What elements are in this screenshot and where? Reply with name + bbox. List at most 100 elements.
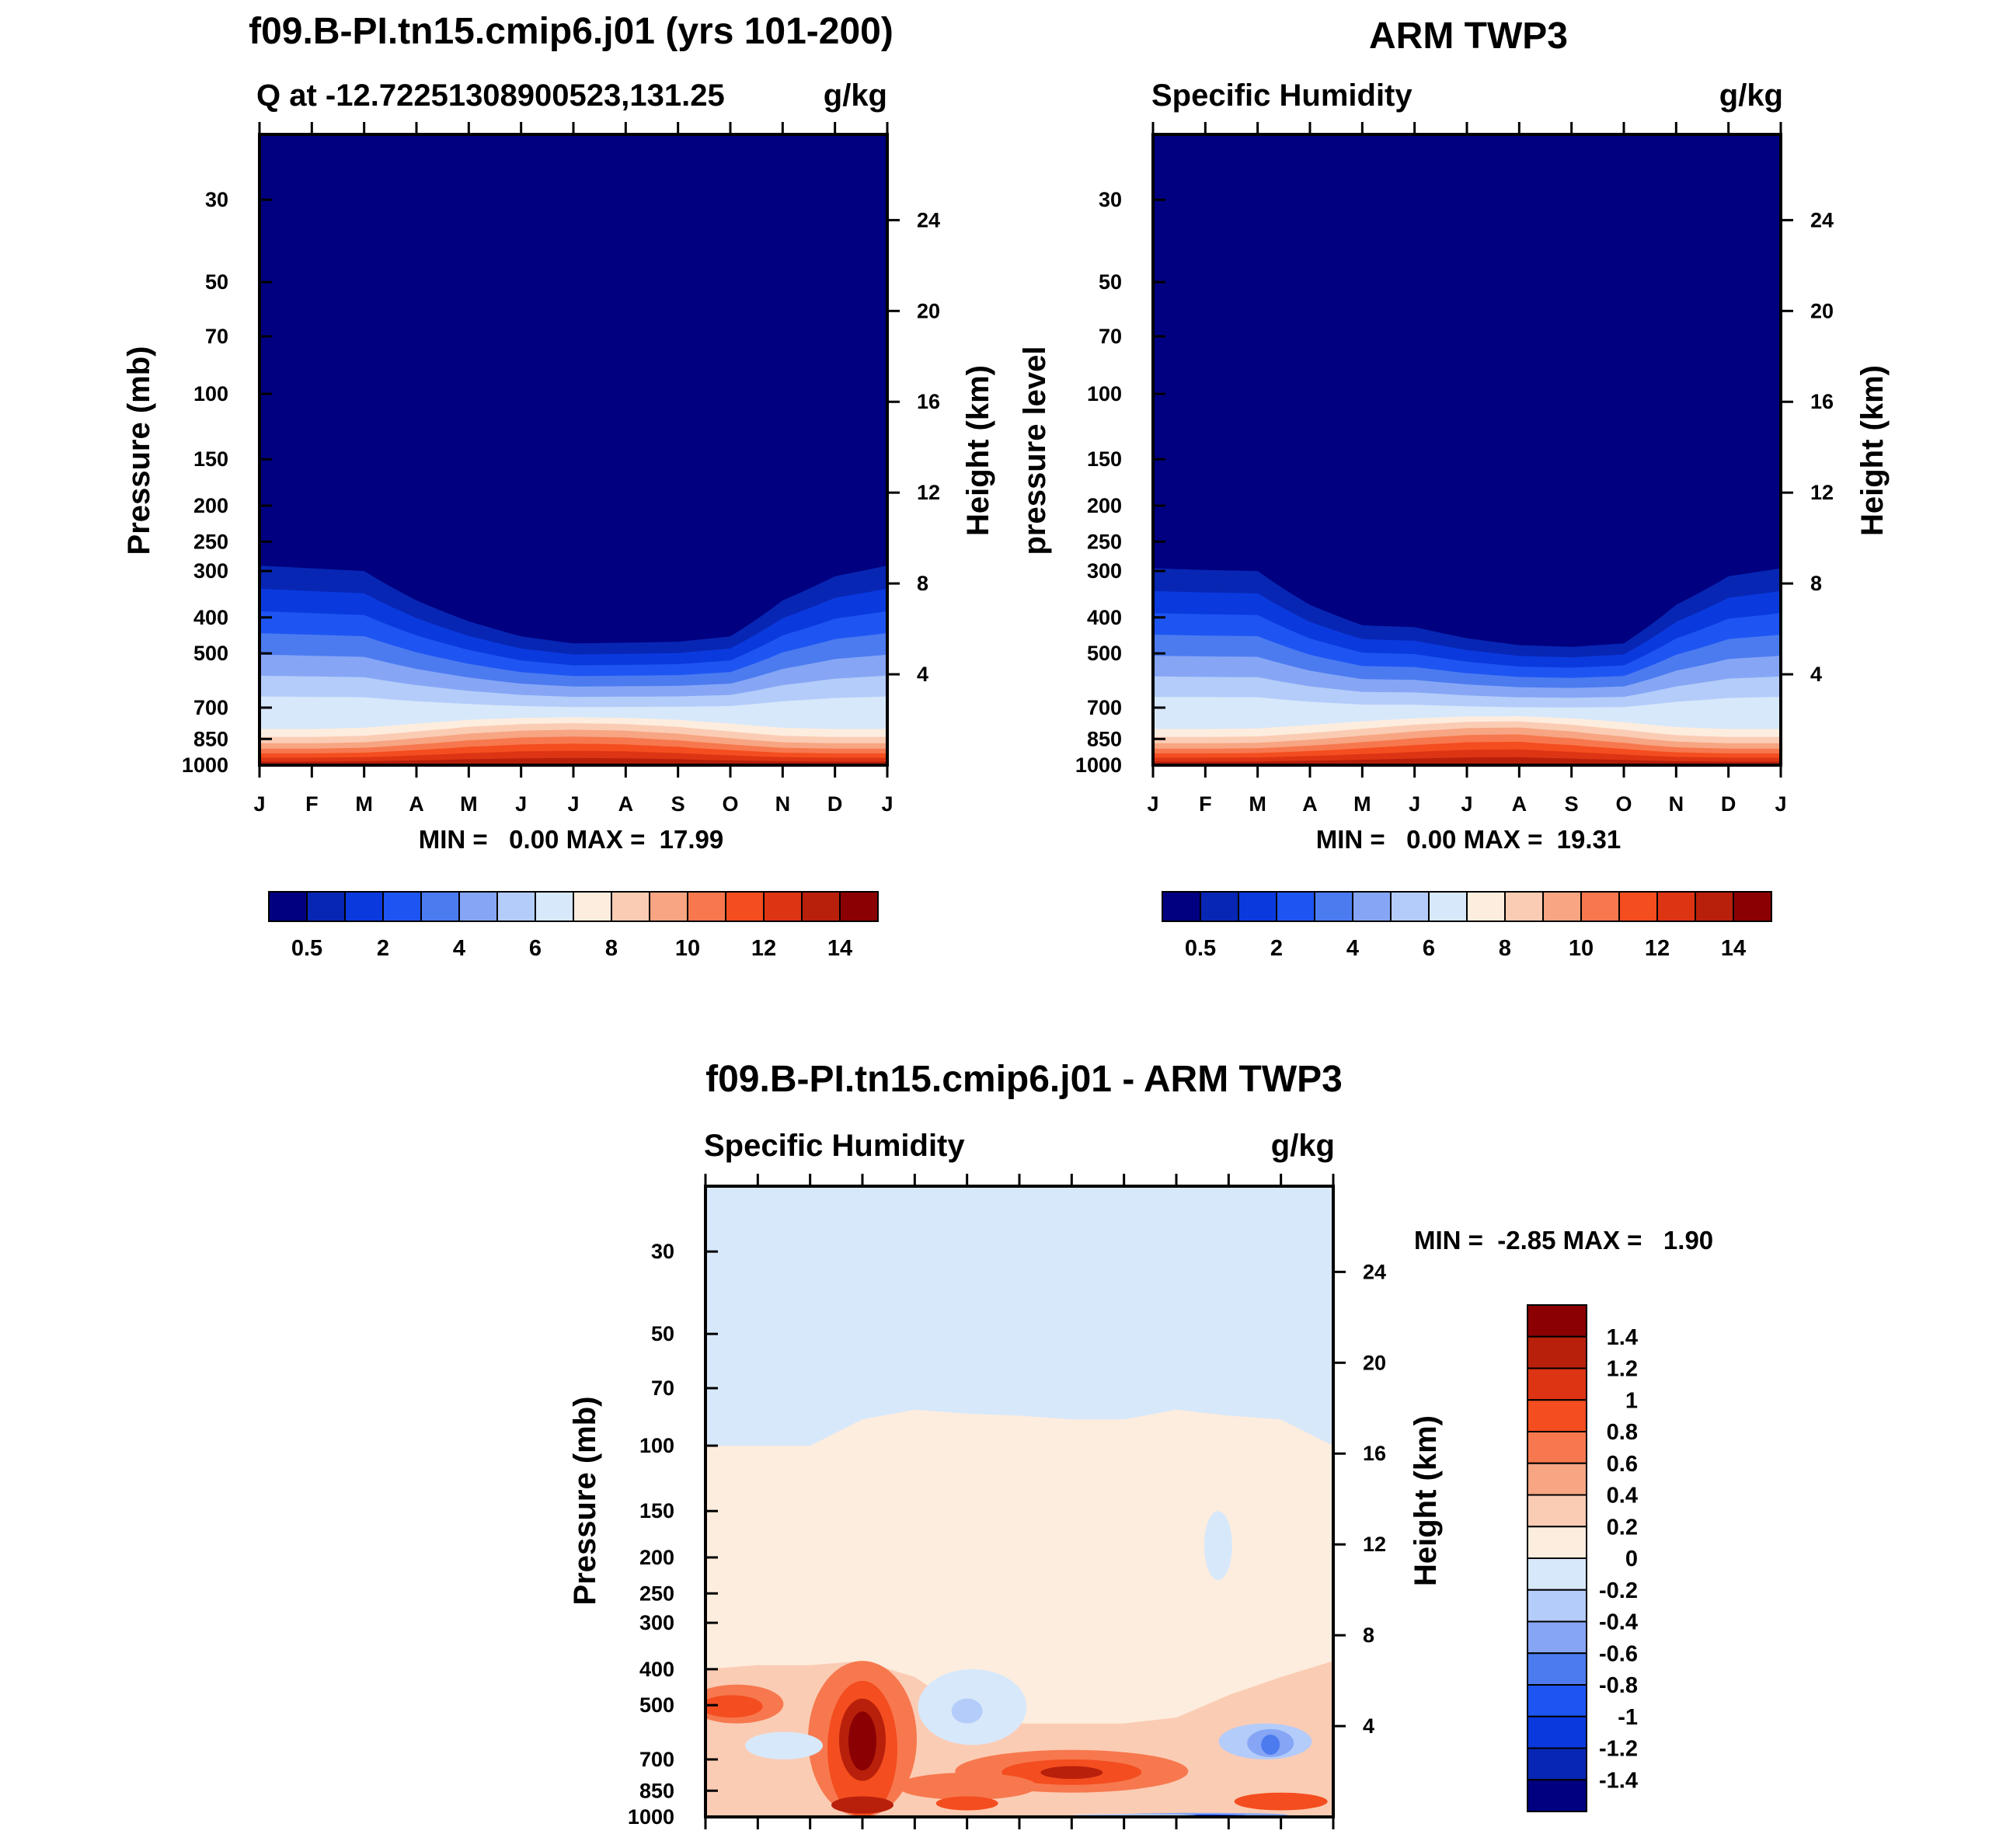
y-tick-label: 700 (639, 1748, 674, 1771)
colorbar-label: 2 (1270, 936, 1283, 961)
y-tick-label: 850 (1087, 727, 1122, 750)
colorbar-swatch (1504, 891, 1544, 922)
panel-title: ARM TWP3 (1369, 16, 1568, 57)
x-tick-label: D (1273, 1844, 1289, 1848)
y-tick-label-right: 8 (1363, 1624, 1374, 1647)
y-axis-label-right: Height (km) (1409, 1415, 1443, 1586)
colorbar-label: 6 (1423, 936, 1435, 961)
colorbar-swatch (1352, 891, 1392, 922)
colorbar-label: 0.5 (1185, 936, 1216, 961)
y-tick-label: 850 (639, 1779, 674, 1802)
x-tick-label: M (355, 792, 373, 816)
colorbar-swatch (1428, 891, 1468, 922)
colorbar-swatch (1527, 1462, 1587, 1496)
colorbar-swatch (1162, 891, 1201, 922)
panel-subtitle-left: Q at -12.72251308900523,131.25 (256, 78, 725, 113)
colorbar-label: -0.6 (1599, 1641, 1638, 1666)
colorbar-swatch (725, 891, 765, 922)
colorbar-swatch (1527, 1747, 1587, 1781)
colorbar-label: 8 (1499, 936, 1511, 961)
colorbar-swatch (1527, 1399, 1587, 1432)
y-tick-label: 50 (205, 270, 228, 294)
y-tick-label: 100 (1087, 382, 1122, 405)
axes: 30 50 70 100 150 200 250 300 400 500 700 850 1000 24 2… (1075, 122, 1834, 816)
x-tick-label: O (722, 792, 738, 816)
model-panel: f09.B-PI.tn15.cmip6.j01 (yrs 101-200) Q … (122, 11, 995, 854)
panel-title: f09.B-PI.tn15.cmip6.j01 - ARM TWP3 (705, 1059, 1343, 1100)
colorbar-label: -0.2 (1599, 1578, 1638, 1603)
colorbar-swatch (420, 891, 460, 922)
x-tick-label: J (567, 792, 579, 816)
x-tick-label: J (699, 1844, 711, 1848)
colorbar-swatch (344, 891, 384, 922)
y-tick-label: 200 (1087, 494, 1122, 517)
contour-blob (1204, 1511, 1232, 1580)
colorbar-swatch (535, 891, 574, 922)
colorbar-label: -1.2 (1599, 1737, 1638, 1762)
x-tick-label: J (1013, 1844, 1025, 1848)
panel-subtitle-left: Specific Humidity (1151, 78, 1413, 113)
y-tick-label-right: 20 (917, 299, 940, 322)
panel-subtitle-right: g/kg (1271, 1129, 1335, 1163)
x-tick-label: A (855, 1844, 870, 1848)
y-tick-label: 150 (639, 1499, 674, 1523)
y-tick-label: 500 (193, 642, 228, 665)
colorbar-swatch (1580, 891, 1620, 922)
colorbar-label: 14 (1721, 936, 1746, 961)
colorbar-label: 12 (1645, 936, 1670, 961)
colorbar-label: 0.4 (1607, 1484, 1638, 1509)
y-tick-label-right: 24 (1363, 1260, 1386, 1283)
colorbar-swatch (1527, 1304, 1587, 1338)
colorbar-label: 0.5 (291, 936, 322, 961)
observation-panel: ARM TWP3 Specific Humidity g/kg pressure… (1018, 16, 1890, 854)
colorbar-label: 6 (529, 936, 542, 961)
colorbar-swatch (1466, 891, 1506, 922)
colorbar-label: -1.4 (1599, 1768, 1638, 1793)
x-tick-label: J (1147, 792, 1158, 816)
colorbar-swatch (496, 891, 536, 922)
y-tick-label: 150 (1087, 447, 1122, 471)
colorbar-label: -0.8 (1599, 1673, 1638, 1698)
y-tick-label-right: 4 (1810, 663, 1822, 686)
y-tick-label: 250 (1087, 530, 1122, 553)
colorbar-swatch (1390, 891, 1430, 922)
y-tick-label: 150 (193, 447, 228, 471)
colorbar-swatch (458, 891, 498, 922)
y-tick-label: 250 (193, 530, 228, 553)
y-tick-label: 50 (651, 1322, 674, 1345)
colorbar-swatch (1527, 1684, 1587, 1717)
colorbar-swatch (1527, 1335, 1587, 1369)
x-tick-label: S (1117, 1844, 1131, 1848)
contour-blob (848, 1711, 876, 1771)
y-tick-label: 250 (639, 1582, 674, 1605)
y-tick-label: 700 (1087, 696, 1122, 719)
colorbar-swatch (382, 891, 422, 922)
y-axis-label-left: Pressure (mb) (568, 1397, 602, 1606)
colorbar-label: 8 (605, 936, 618, 961)
y-axis-label-right: Height (km) (961, 365, 995, 536)
y-tick-label-right: 20 (1363, 1351, 1386, 1374)
x-tick-label: D (827, 792, 843, 816)
colorbar-swatch (306, 891, 346, 922)
y-tick-label-right: 8 (1810, 572, 1822, 595)
colorbar-swatch (1527, 1526, 1587, 1559)
y-tick-label: 400 (1087, 606, 1122, 629)
y-axis-label-left: pressure level (1018, 346, 1052, 555)
contour-level (1153, 757, 1781, 765)
y-tick-label: 500 (639, 1693, 674, 1717)
colorbar: 0.5 2 4 6 8 10 12 14 (268, 891, 879, 961)
x-tick-label: S (671, 792, 685, 816)
x-tick-label: J (961, 1844, 973, 1848)
colorbar-label: 2 (377, 936, 389, 961)
x-tick-label: J (515, 792, 527, 816)
colorbar-swatch (1527, 1652, 1587, 1686)
y-tick-label: 1000 (182, 753, 228, 777)
colorbar: 1.4 1.2 1 0.8 0.6 0.4 0.2 0 -0.2 -0.4 -0.6 -0.8 -1 -1… (1527, 1304, 1638, 1812)
y-tick-label: 30 (1099, 188, 1122, 211)
colorbar-label: -1 (1618, 1705, 1638, 1730)
contour-blob (1234, 1792, 1328, 1811)
y-tick-label: 50 (1099, 270, 1122, 294)
colorbar-swatch (1527, 1431, 1587, 1464)
y-tick-label: 300 (639, 1611, 674, 1634)
